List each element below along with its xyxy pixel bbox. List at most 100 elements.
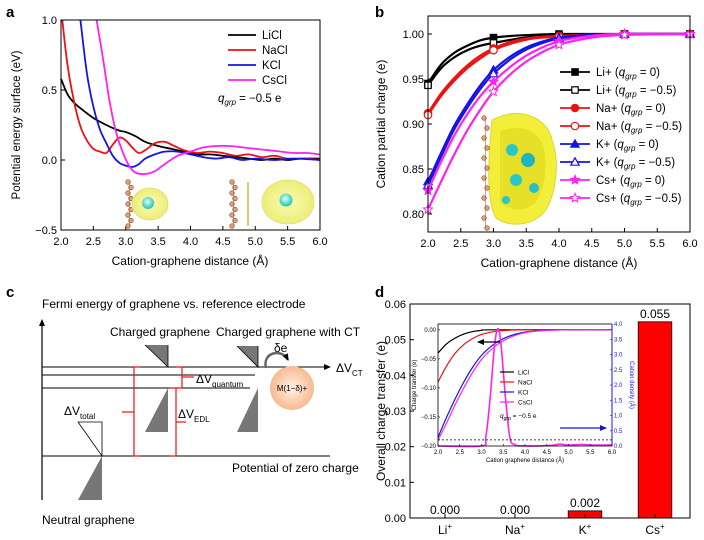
panel-a-x-tick-label: 3.0 [118,236,133,248]
panel-b-y-tick-label: 0.90 [403,119,424,131]
panel-d-y-tick-label: 0.06 [385,299,406,311]
panel-a-chain-2-atom [232,217,238,224]
inset-y-label-left: Charge transfer (e) [412,360,418,411]
panel-b-x-tick-label: 6.0 [682,238,697,250]
panel-d-x-tick-label: K+ [579,522,592,537]
panel-d-bar-value-label: 0.002 [570,496,600,510]
panel-a-legend: LiCl NaCl KCl CsCl qgrp = −0.5 e [218,30,288,107]
inset-x-tick-label: 3.0 [477,450,486,456]
inset-y-tick-label-right: 3.5 [614,337,623,343]
v-total-bracket [133,366,140,457]
panel-b-legend-marker-2 [570,103,580,113]
panel-a-y-tick-label: −0.5 [35,225,57,237]
panel-d-x-tick-label: Li+ [438,522,452,537]
panel-a-chain-2-atom [229,179,235,185]
panel-b-chain-atom [481,115,487,121]
panel-a-chain-1-atom [125,190,131,196]
inset-x-tick-label: 5.5 [586,450,595,456]
panel-d-bar-value-label: 0.055 [640,307,670,321]
panel-a-chain-2-atom [229,201,235,207]
inset-legend-label-cscl: CsCl [518,400,533,407]
panel-b-chain-atom [481,195,487,201]
panel-b-x-tick-label: 3.0 [486,238,501,250]
panel-b-chain-atom [481,155,487,161]
panel-a-line-nacl [61,19,321,161]
inset-x-tick-label: 4.0 [521,450,530,456]
panel-a-x-tick-label: 2.0 [53,236,68,248]
inset-y-tick-label-right: 1.5 [614,398,623,404]
panel-d-bar-cs [637,321,673,519]
inset-x-tick-label: 2.0 [434,450,443,456]
panel-b-chain-atom [484,205,490,211]
panel-a-chain-1-atom [125,201,131,207]
panel-a-chain-1-atom [128,217,134,224]
panel-d-x-tick-label: Na+ [505,522,525,537]
dirac-cone-ct [236,345,259,432]
inset-x-tick-label: 5.0 [564,450,573,456]
panel-a-line-cscl [95,19,321,175]
panel-a-x-tick-label: 4.5 [215,236,230,248]
panel-b-legend-marker-7 [569,191,581,203]
inset-density-line [437,327,613,448]
panel-d-y-tick-label: 0.01 [385,477,406,489]
panel-d-y-label: Overall charge transfer (e) [374,341,388,481]
panel-d-y-tick-label: 0.02 [385,442,406,454]
panel-d-y-tick-label: 0.04 [385,370,406,382]
panel-a-x-tick-label: 5.0 [248,236,263,248]
inset-line-nacl [437,329,613,383]
inset-line-cscl [437,329,613,441]
inset-line-licl [437,329,613,354]
panel-a-y-tick-label: 0.0 [42,155,57,167]
panel-a-chain-1-atom [125,179,131,185]
panel-b-x-tick-label: 4.5 [584,238,599,250]
panel-a-x-tick-label: 2.5 [86,236,101,248]
panel-a-x-tick-label: 4.0 [183,236,198,248]
panel-a-chart: 2.0 2.5 3.0 3.5 4.0 4.5 5.0 5.5 6.0 −0.5 0.0 0.5 1.0… [11,15,328,268]
panel-a-x-tick-label: 3.5 [150,236,165,248]
v-ct-label: ΔVCT [336,361,363,378]
ion-sphere [270,366,314,410]
panel-b-chain-atom [481,175,487,181]
panel-b-y-label: Cation partial charge (e) [374,60,388,189]
panel-b-x-tick-label: 5.0 [617,238,632,250]
v-edl-bracket [170,387,177,457]
panel-d-bar-value-label: 0.000 [430,503,460,517]
neutral-graphene-label: Neutral graphene [42,513,135,527]
panel-b-legend-label-7: Cs+ (qgrp = −0.5) [596,193,682,207]
panel-b-line-7 [427,32,691,210]
dirac-cone-charged [144,344,169,432]
v-quantum-bracket [176,366,183,389]
inset-y-tick-label-right: 1.0 [614,414,623,420]
panel-d-y-tick-label: 0.03 [385,406,406,418]
panel-d-inset: 2.0 2.5 3.0 3.5 4.0 4.5 5.0 5.5 6.0 −0.20 −0.15 −0.… [412,318,635,464]
inset-y-tick-label-left: 0.00 [424,328,436,334]
inset-y-label-right: Cation density (Å) [628,361,635,409]
panel-b-legend-marker-4 [569,138,581,148]
inset-y-tick-label-left: −0.05 [421,357,437,363]
panel-a-legend-label-nacl: NaCl [262,45,288,57]
panel-a-line-kcl [79,19,321,168]
panel-b-structure [481,113,557,231]
panel-b-chart: 2.0 2.5 3.0 3.5 4.0 4.5 5.0 5.5 6.0 0.80 0.85 0.90 0… [374,15,698,270]
panel-b-legend-label-3: Na+ (qgrp = −0.5) [596,121,682,135]
panel-b-chain-atom [481,215,487,221]
panel-a-chain-1-atom [125,212,131,218]
inset-annotation: qgrp = −0.5 e [500,413,537,422]
panel-b-marker-7 [487,85,500,97]
panel-a-chain-1-atom [128,184,134,191]
panel-b-marker-3 [489,45,498,55]
panel-label-d: d [375,284,384,301]
panel-b-x-tick-label: 4.0 [551,238,566,250]
inset-y-tick-label-left: −0.20 [421,444,437,450]
charged-graphene-label: Charged graphene [110,325,210,339]
panel-a-chain-2-atom [232,195,238,202]
panel-a-chain-2-atom [229,223,235,229]
panel-b-y-tick-label: 0.80 [403,209,424,221]
panel-d-y-tick-label: 0.05 [385,335,406,347]
inset-x-tick-label: 3.5 [499,450,508,456]
panel-b-x-tick-label: 2.0 [420,238,435,250]
panel-a-y-label: Potential energy surface (eV) [11,50,23,199]
charged-ct-label: Charged graphene with CT [216,325,361,339]
dirac-cone-neutral [77,421,103,500]
panel-b-chain-atom [481,135,487,141]
